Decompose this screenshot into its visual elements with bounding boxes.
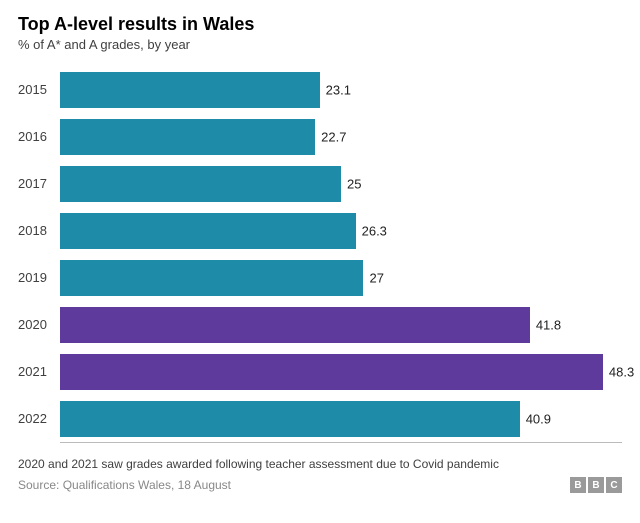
- chart-body: 201523.1201622.7201725201826.32019272020…: [18, 66, 622, 442]
- bar: 22.7: [60, 119, 315, 155]
- y-axis-label: 2021: [18, 364, 60, 379]
- bar-value-label: 48.3: [609, 364, 634, 379]
- bar-row: 202148.3: [18, 348, 622, 395]
- bar-track: 27: [60, 260, 622, 296]
- bar-track: 23.1: [60, 72, 622, 108]
- y-axis-label: 2015: [18, 82, 60, 97]
- bar-row: 201826.3: [18, 207, 622, 254]
- bar-track: 48.3: [60, 354, 622, 390]
- x-axis-line: [60, 442, 622, 443]
- bar-track: 25: [60, 166, 622, 202]
- bar: 26.3: [60, 213, 356, 249]
- bar: 40.9: [60, 401, 520, 437]
- bar-value-label: 26.3: [362, 223, 387, 238]
- bar-row: 201622.7: [18, 113, 622, 160]
- bar-track: 40.9: [60, 401, 622, 437]
- chart-title: Top A-level results in Wales: [18, 14, 622, 35]
- chart-subtitle: % of A* and A grades, by year: [18, 37, 622, 52]
- y-axis-label: 2016: [18, 129, 60, 144]
- bar-value-label: 41.8: [536, 317, 561, 332]
- bar-row: 201725: [18, 160, 622, 207]
- bar-row: 202240.9: [18, 395, 622, 442]
- bar-track: 41.8: [60, 307, 622, 343]
- y-axis-label: 2022: [18, 411, 60, 426]
- logo-block: B: [570, 477, 586, 493]
- chart-footnote: 2020 and 2021 saw grades awarded followi…: [18, 457, 622, 471]
- chart-container: Top A-level results in Wales % of A* and…: [0, 0, 640, 523]
- source-row: Source: Qualifications Wales, 18 August …: [18, 477, 622, 493]
- y-axis-label: 2018: [18, 223, 60, 238]
- source-text: Source: Qualifications Wales, 18 August: [18, 478, 231, 492]
- bbc-logo: B B C: [570, 477, 622, 493]
- y-axis-label: 2020: [18, 317, 60, 332]
- logo-block: C: [606, 477, 622, 493]
- bar-row: 201523.1: [18, 66, 622, 113]
- bar: 25: [60, 166, 341, 202]
- bar-row: 202041.8: [18, 301, 622, 348]
- bar: 41.8: [60, 307, 530, 343]
- bar: 48.3: [60, 354, 603, 390]
- bar-value-label: 25: [347, 176, 361, 191]
- bar-value-label: 27: [369, 270, 383, 285]
- bar: 27: [60, 260, 363, 296]
- bar-value-label: 40.9: [526, 411, 551, 426]
- bar: 23.1: [60, 72, 320, 108]
- bar-track: 26.3: [60, 213, 622, 249]
- y-axis-label: 2017: [18, 176, 60, 191]
- logo-block: B: [588, 477, 604, 493]
- bar-track: 22.7: [60, 119, 622, 155]
- bar-value-label: 23.1: [326, 82, 351, 97]
- bar-row: 201927: [18, 254, 622, 301]
- y-axis-label: 2019: [18, 270, 60, 285]
- bar-value-label: 22.7: [321, 129, 346, 144]
